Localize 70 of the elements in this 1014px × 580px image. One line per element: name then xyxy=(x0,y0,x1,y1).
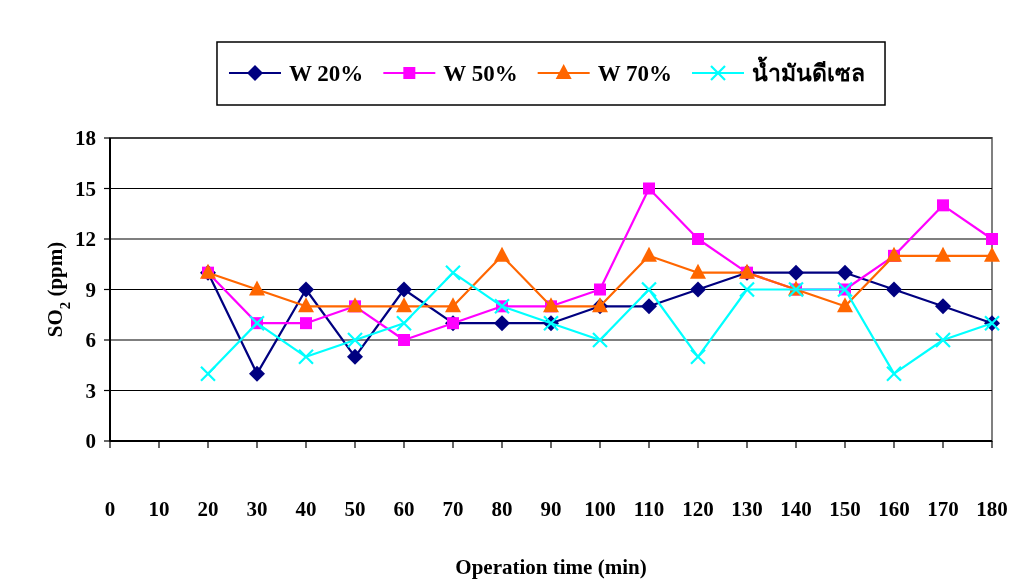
legend-label: W 20% xyxy=(288,61,364,86)
y-tick-label: 12 xyxy=(75,227,96,251)
point xyxy=(298,281,314,298)
point xyxy=(788,264,804,281)
point xyxy=(934,331,952,349)
point xyxy=(591,331,609,349)
x-tick-label: 60 xyxy=(393,497,415,521)
point xyxy=(984,246,1000,262)
point xyxy=(937,199,949,212)
legend-label: W 50% xyxy=(443,61,518,86)
legend-label: W 70% xyxy=(597,61,673,86)
x-tick-label: 70 xyxy=(442,497,464,521)
point xyxy=(494,246,510,262)
point xyxy=(935,298,951,315)
point xyxy=(641,246,657,262)
y-tick-label: 3 xyxy=(85,378,96,403)
point xyxy=(692,233,704,245)
point xyxy=(594,283,606,296)
point xyxy=(347,348,363,365)
x-tick-label: 130 xyxy=(731,497,763,521)
point xyxy=(689,348,707,365)
point xyxy=(690,263,706,279)
point xyxy=(986,233,998,245)
y-tick-label: 0 xyxy=(85,429,96,453)
point xyxy=(300,317,312,330)
x-tick-label: 30 xyxy=(246,497,268,521)
point xyxy=(494,315,510,332)
point xyxy=(837,264,853,281)
x-axis-title: Operation time (min) xyxy=(455,555,647,579)
point xyxy=(199,365,217,382)
point xyxy=(398,334,410,346)
point xyxy=(640,281,658,298)
point xyxy=(837,297,853,313)
point xyxy=(444,264,462,281)
point xyxy=(249,365,265,382)
point xyxy=(935,246,951,262)
x-tick-label: 180 xyxy=(976,497,1008,521)
x-tick-label: 40 xyxy=(295,497,317,521)
x-tick-label: 110 xyxy=(633,497,665,521)
x-tick-label: 150 xyxy=(829,497,861,521)
x-tick-label: 80 xyxy=(491,497,513,521)
x-tick-label: 50 xyxy=(344,497,366,521)
point xyxy=(396,281,412,298)
x-tick-label: 90 xyxy=(540,497,562,521)
y-tick-label: 15 xyxy=(75,176,96,201)
point xyxy=(396,297,412,313)
point xyxy=(249,280,265,296)
point xyxy=(885,365,903,382)
point xyxy=(298,297,314,313)
x-tick-label: 20 xyxy=(197,497,219,521)
x-tick-label: 100 xyxy=(584,497,616,521)
point xyxy=(395,315,413,332)
x-tick-label: 140 xyxy=(780,497,812,521)
point xyxy=(690,281,706,298)
point xyxy=(886,281,902,298)
point xyxy=(738,281,756,298)
x-tick-label: 10 xyxy=(148,497,170,521)
point xyxy=(641,298,657,315)
y-tick-label: 9 xyxy=(85,277,96,302)
x-tick-label: 120 xyxy=(682,497,714,521)
legend-label: น้ำมันดีเซล xyxy=(752,56,866,86)
point xyxy=(297,348,315,365)
y-tick-label: 18 xyxy=(75,126,96,150)
point xyxy=(346,331,364,349)
x-tick-label: 0 xyxy=(104,497,116,521)
x-tick-label: 160 xyxy=(878,497,910,521)
y-tick-label: 6 xyxy=(85,328,96,352)
point xyxy=(643,182,655,195)
point xyxy=(445,297,461,313)
x-tick-label: 170 xyxy=(927,497,959,521)
